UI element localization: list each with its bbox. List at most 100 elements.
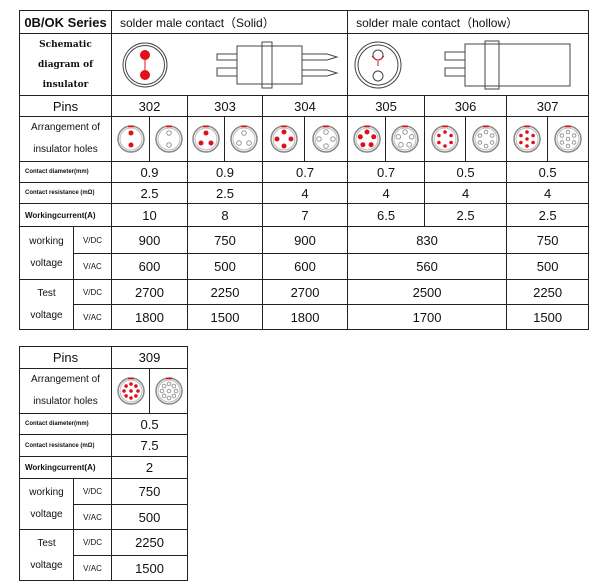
resistance-value: 4 <box>347 182 426 204</box>
diameter-value: 0.9 <box>187 161 263 183</box>
front-view-icon <box>347 116 387 162</box>
resistance-value: 2.5 <box>187 182 263 204</box>
tv-ac-value: 1500 <box>187 304 263 330</box>
resistance-value: 2.5 <box>111 182 188 204</box>
tv-dc-value: 2250 <box>187 279 263 305</box>
pin-306: 306 <box>424 95 508 117</box>
arrangement-label: Arrangement of insulator holes <box>19 116 112 162</box>
rear-view-icon <box>465 116 508 162</box>
rear-view-icon <box>547 116 590 162</box>
wv-ac-value: 500 <box>187 253 263 280</box>
vac-label: V/AC <box>73 253 112 280</box>
pin-307: 307 <box>506 95 590 117</box>
insulator-hole-diagram <box>513 125 541 153</box>
diameter-value: 0.9 <box>111 161 188 183</box>
wv-ac-value: 600 <box>111 253 188 280</box>
pin-305: 305 <box>347 95 426 117</box>
wv-dc-value: 750 <box>506 226 590 254</box>
current-value: 2 <box>111 456 189 479</box>
diameter-label: Contact diameter(mm) <box>18 413 113 435</box>
wv-dc-value: 750 <box>187 226 263 254</box>
insulator-hole-diagram <box>472 125 500 153</box>
vac-label: V/AC <box>72 555 113 581</box>
front-view-icon <box>506 116 549 162</box>
tv-dc-value: 2250 <box>506 279 590 305</box>
working-voltage-label: working voltage <box>19 478 74 530</box>
current-value: 7 <box>261 203 349 227</box>
pins-label: Pins <box>18 346 113 369</box>
working-voltage-label: working voltage <box>19 226 74 280</box>
resistance-value: 4 <box>506 182 590 204</box>
front-view-icon <box>187 116 225 162</box>
vdc-label: V/DC <box>72 478 113 505</box>
insulator-hole-diagram <box>352 125 381 153</box>
current-value: 6.5 <box>347 203 426 227</box>
resistance-value: 4 <box>261 182 349 204</box>
current-label: Workingcurrent(A) <box>19 203 112 227</box>
front-view-icon <box>111 368 151 414</box>
test-voltage-label: Test voltage <box>19 529 74 581</box>
spec-table-309: Pins 309 Arrangement of insulator holes C… <box>18 346 189 581</box>
insulator-hole-diagram <box>312 125 340 153</box>
tv-ac-value: 1800 <box>261 304 349 330</box>
insulator-hole-diagram <box>192 125 220 153</box>
rear-view-icon <box>303 116 349 162</box>
spec-table-main: 0B/OK Series solder male contact（Solid） … <box>19 10 590 330</box>
arrangement-label: Arrangement of insulator holes <box>18 368 113 414</box>
pin-303: 303 <box>187 95 263 117</box>
diameter-value: 0.7 <box>261 161 349 183</box>
pins-label: Pins <box>19 95 112 117</box>
solid-contact-header: solder male contact（Solid） <box>110 10 349 34</box>
wv-ac-value: 560 <box>347 253 508 280</box>
front-view-icon <box>262 116 305 162</box>
diameter-value: 0.5 <box>111 413 189 435</box>
rear-view-icon <box>224 116 263 162</box>
hollow-schematic <box>347 33 590 96</box>
vdc-label: V/DC <box>73 279 112 305</box>
current-value: 8 <box>187 203 263 227</box>
insulator-hole-diagram <box>154 125 183 153</box>
schematic-label: Schematic diagram of insulator <box>19 33 112 96</box>
tv-ac-value: 1500 <box>111 555 189 581</box>
rear-view-icon <box>385 116 426 162</box>
diameter-value: 0.5 <box>506 161 590 183</box>
solid-schematic <box>110 33 349 96</box>
tv-dc-value: 2700 <box>261 279 349 305</box>
tv-dc-value: 2250 <box>111 529 189 556</box>
diameter-value: 0.7 <box>347 161 426 183</box>
rear-view-icon <box>149 116 188 162</box>
insulator-hole-diagram <box>229 125 258 153</box>
wv-dc-value: 830 <box>347 226 508 254</box>
tv-dc-value: 2500 <box>347 279 508 305</box>
hollow-contact-drawing <box>354 40 571 89</box>
resistance-value: 4 <box>424 182 508 204</box>
current-value: 10 <box>111 203 188 227</box>
rear-view-icon <box>149 368 189 414</box>
resistance-label: Contact resistance (mΩ) <box>18 434 113 457</box>
resistance-label: Contact resistance (mΩ) <box>19 182 112 204</box>
resistance-value: 7.5 <box>111 434 189 457</box>
diameter-value: 0.5 <box>424 161 508 183</box>
wv-ac-value: 600 <box>261 253 349 280</box>
wv-ac-value: 500 <box>111 504 189 530</box>
insulator-hole-diagram <box>269 125 298 153</box>
tv-ac-value: 1700 <box>347 304 508 330</box>
test-voltage-label: Test voltage <box>19 279 74 330</box>
vac-label: V/AC <box>73 304 112 330</box>
insulator-hole-diagram <box>116 377 145 405</box>
current-value: 2.5 <box>424 203 508 227</box>
insulator-hole-diagram <box>391 125 419 153</box>
wv-ac-value: 500 <box>506 253 590 280</box>
wv-dc-value: 750 <box>111 478 189 505</box>
vdc-label: V/DC <box>73 226 112 254</box>
diameter-label: Contact diameter(mm) <box>19 161 112 183</box>
tv-ac-value: 1500 <box>506 304 590 330</box>
tv-ac-value: 1800 <box>111 304 188 330</box>
insulator-hole-diagram <box>116 125 145 153</box>
insulator-hole-diagram <box>154 377 183 405</box>
pin-309: 309 <box>111 346 189 369</box>
wv-dc-value: 900 <box>111 226 188 254</box>
front-view-icon <box>424 116 467 162</box>
vac-label: V/AC <box>72 504 113 530</box>
insulator-hole-diagram <box>554 125 582 153</box>
